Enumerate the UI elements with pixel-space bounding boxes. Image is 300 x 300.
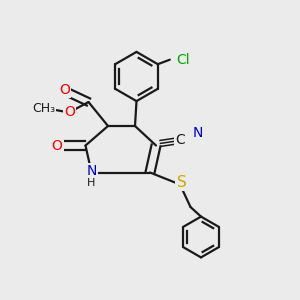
Text: Cl: Cl	[176, 53, 190, 67]
Text: N: N	[193, 127, 203, 140]
Text: S: S	[177, 175, 186, 190]
Text: CH₃: CH₃	[32, 101, 55, 115]
Text: H: H	[87, 178, 96, 188]
Text: O: O	[52, 139, 62, 152]
Text: N: N	[86, 164, 97, 178]
Text: O: O	[59, 83, 70, 97]
Text: O: O	[64, 106, 75, 119]
Text: C: C	[175, 133, 185, 146]
